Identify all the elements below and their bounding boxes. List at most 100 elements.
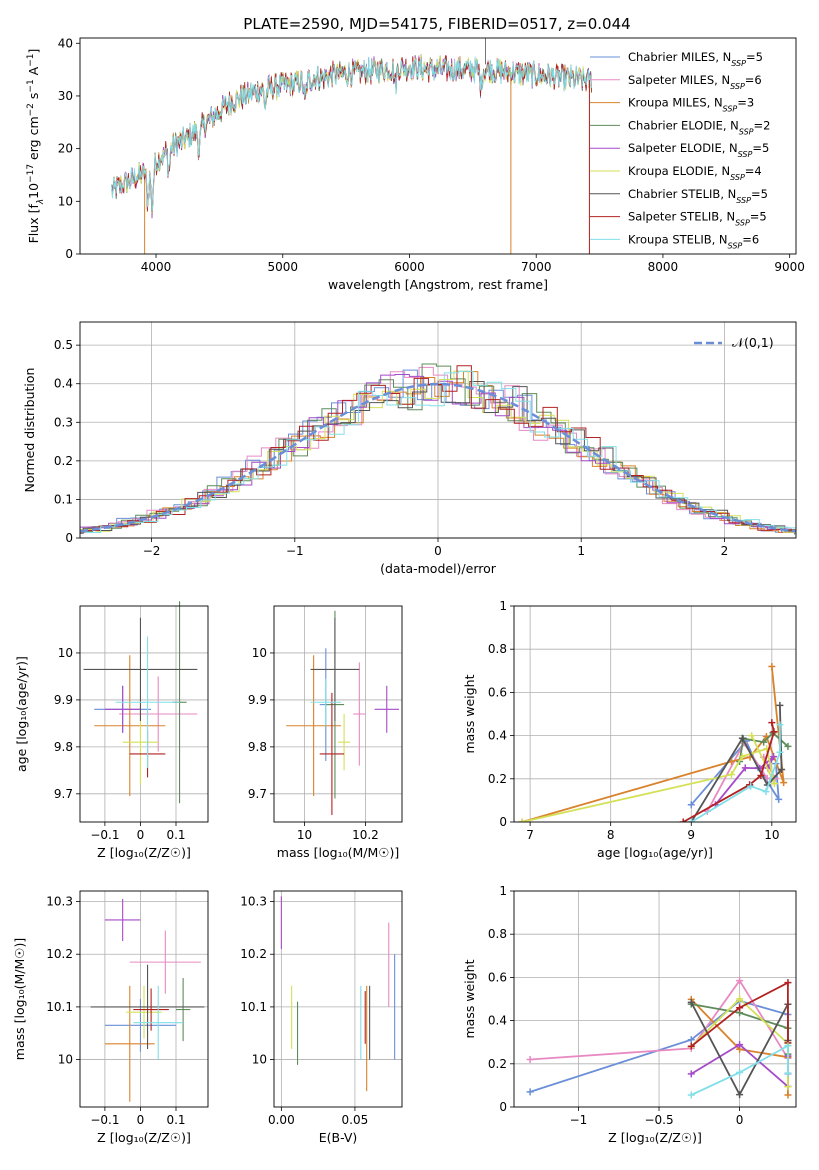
legend-text: Kroupa ELODIE, N: [628, 164, 730, 178]
residual-histogram-xlabel: (data-model)/error: [380, 561, 497, 576]
weight-marker: [760, 738, 768, 746]
y-tick-label: 0.2: [488, 1057, 507, 1071]
legend-text: Chabrier STELIB, N: [628, 187, 736, 201]
weight-marker: [736, 977, 744, 985]
weight-vs-age-xlabel: age [log₁₀(age/yr)]: [597, 845, 713, 860]
mass-vs-z-frame: [79, 890, 209, 1108]
weight-marker: [741, 764, 749, 772]
x-tick-label: −0.1: [90, 1113, 119, 1127]
x-tick-label: 10: [297, 828, 312, 842]
residual-histogram-frame: [79, 321, 797, 539]
legend-sub: SSP: [739, 127, 754, 136]
legend-label: Kroupa STELIB, NSSP=6: [628, 232, 759, 250]
legend-text: Chabrier ELODIE, N: [628, 118, 739, 132]
x-tick-label: −1: [286, 544, 304, 558]
residual-histogram-axes: −2 −1 0 1 2 0 0.1 0.2 0.3 0.4 0.5: [54, 322, 796, 558]
legend-text: Salpeter STELIB, N: [628, 210, 735, 224]
weight-marker: [778, 766, 786, 774]
legend-text: Kroupa MILES, N: [628, 96, 723, 110]
legend-suffix: =5: [750, 210, 767, 224]
ylabel-part: A: [26, 66, 41, 79]
y-tick-label: 0.4: [488, 729, 507, 743]
weight-marker: [780, 779, 788, 787]
age-vs-z-ylabel: age [log₁₀(age/yr)]: [14, 656, 29, 772]
legend-sub: SSP: [728, 241, 743, 250]
y-tick-label: 10: [252, 1053, 267, 1067]
weight-marker: [770, 728, 778, 736]
ylabel-part: −1: [26, 54, 36, 67]
y-tick-label: 0.2: [488, 772, 507, 786]
weight-marker: [762, 788, 770, 796]
legend-sub: SSP: [730, 81, 745, 90]
weight-marker: [747, 782, 755, 790]
x-tick-label: 9: [687, 828, 695, 842]
x-tick-label: 4000: [141, 260, 172, 274]
weight-marker: [784, 1091, 792, 1099]
spectrum-frame: [79, 37, 797, 255]
weight-vs-age-axes: 7 8 9 10 0 0.2 0.4 0.6 0.8 1: [488, 599, 796, 842]
weight-marker: [768, 719, 776, 727]
ylabel-part: ]: [26, 49, 41, 54]
weight-marker: [770, 780, 778, 788]
ylabel-part: −1: [26, 79, 36, 92]
mass-vs-ebv-axes: 0.00 0.05 10 10.1 10.2 10.3: [240, 891, 402, 1127]
weight-line-5: [521, 735, 776, 822]
legend-sub: SSP: [723, 104, 738, 113]
y-tick-label: 0: [65, 247, 73, 261]
y-tick-label: 9.9: [248, 693, 267, 707]
weight-marker: [768, 662, 776, 670]
weight-marker: [738, 752, 746, 760]
legend-label: Chabrier ELODIE, NSSP=2: [628, 118, 770, 136]
legend-text: Kroupa STELIB, N: [628, 232, 728, 246]
x-tick-label: −0.1: [90, 828, 119, 842]
age-vs-z-frame: [79, 605, 209, 823]
x-tick-label: 8000: [648, 260, 679, 274]
y-tick-label: 0: [499, 815, 507, 829]
age-vs-z-xlabel: Z [log₁₀(Z/Z☉)]: [97, 845, 191, 860]
y-tick-label: 9.7: [248, 787, 267, 801]
legend-sub: SSP: [731, 59, 746, 68]
x-tick-label: 0.00: [268, 1113, 295, 1127]
x-tick-label: 0: [434, 544, 442, 558]
age-vs-mass-xlabel: mass [log₁₀(M/M☉)]: [277, 845, 399, 860]
weight-marker: [526, 1088, 534, 1096]
y-tick-label: 40: [58, 36, 73, 50]
x-tick-label: 0.05: [342, 1113, 369, 1127]
weight-marker: [687, 818, 695, 822]
legend-text: Salpeter ELODIE, N: [628, 141, 738, 155]
y-tick-label: 10.2: [46, 947, 73, 961]
y-tick-label: 9.7: [54, 787, 73, 801]
x-tick-label: 0: [137, 1113, 145, 1127]
y-tick-label: 1: [499, 884, 507, 898]
weight-marker: [728, 770, 736, 778]
weight-marker: [770, 753, 778, 761]
weight-marker: [687, 998, 695, 1006]
age-vs-mass-axes: 10 10.2 9.7 9.8 9.9 10: [248, 606, 402, 842]
legend-sub: SSP: [735, 218, 750, 227]
weight-marker: [757, 772, 765, 780]
weight-marker: [687, 1091, 695, 1099]
weight-marker: [738, 734, 746, 742]
legend-label: Kroupa ELODIE, NSSP=4: [628, 164, 762, 182]
x-tick-label: −1: [570, 1113, 588, 1127]
y-tick-label: 0.8: [488, 927, 507, 941]
mass-vs-ebv-frame: [273, 890, 403, 1108]
ylabel-part: Flux [f: [26, 204, 41, 244]
legend-label: Chabrier STELIB, NSSP=5: [628, 187, 768, 205]
y-tick-label: 10: [58, 1053, 73, 1067]
weight-vs-z-xlabel: Z [log₁₀(Z/Z☉)]: [608, 1130, 702, 1145]
histogram-step-7: [80, 365, 796, 533]
legend-sub: SSP: [736, 195, 751, 204]
y-tick-label: 0.1: [54, 492, 73, 506]
legend-suffix: =6: [742, 232, 759, 246]
y-tick-label: 0.3: [54, 415, 73, 429]
legend-label: Chabrier MILES, NSSP=5: [628, 50, 763, 68]
normal-curve: [80, 382, 796, 533]
weight-marker: [679, 818, 687, 822]
legend-suffix: =4: [745, 164, 762, 178]
y-tick-label: 0.2: [54, 454, 73, 468]
x-tick-label: 5000: [267, 260, 298, 274]
weight-vs-z-axes: −1 −0.5 0 0 0.2 0.4 0.6 0.8 1: [488, 884, 796, 1127]
legend-label: Salpeter STELIB, NSSP=5: [628, 210, 767, 228]
